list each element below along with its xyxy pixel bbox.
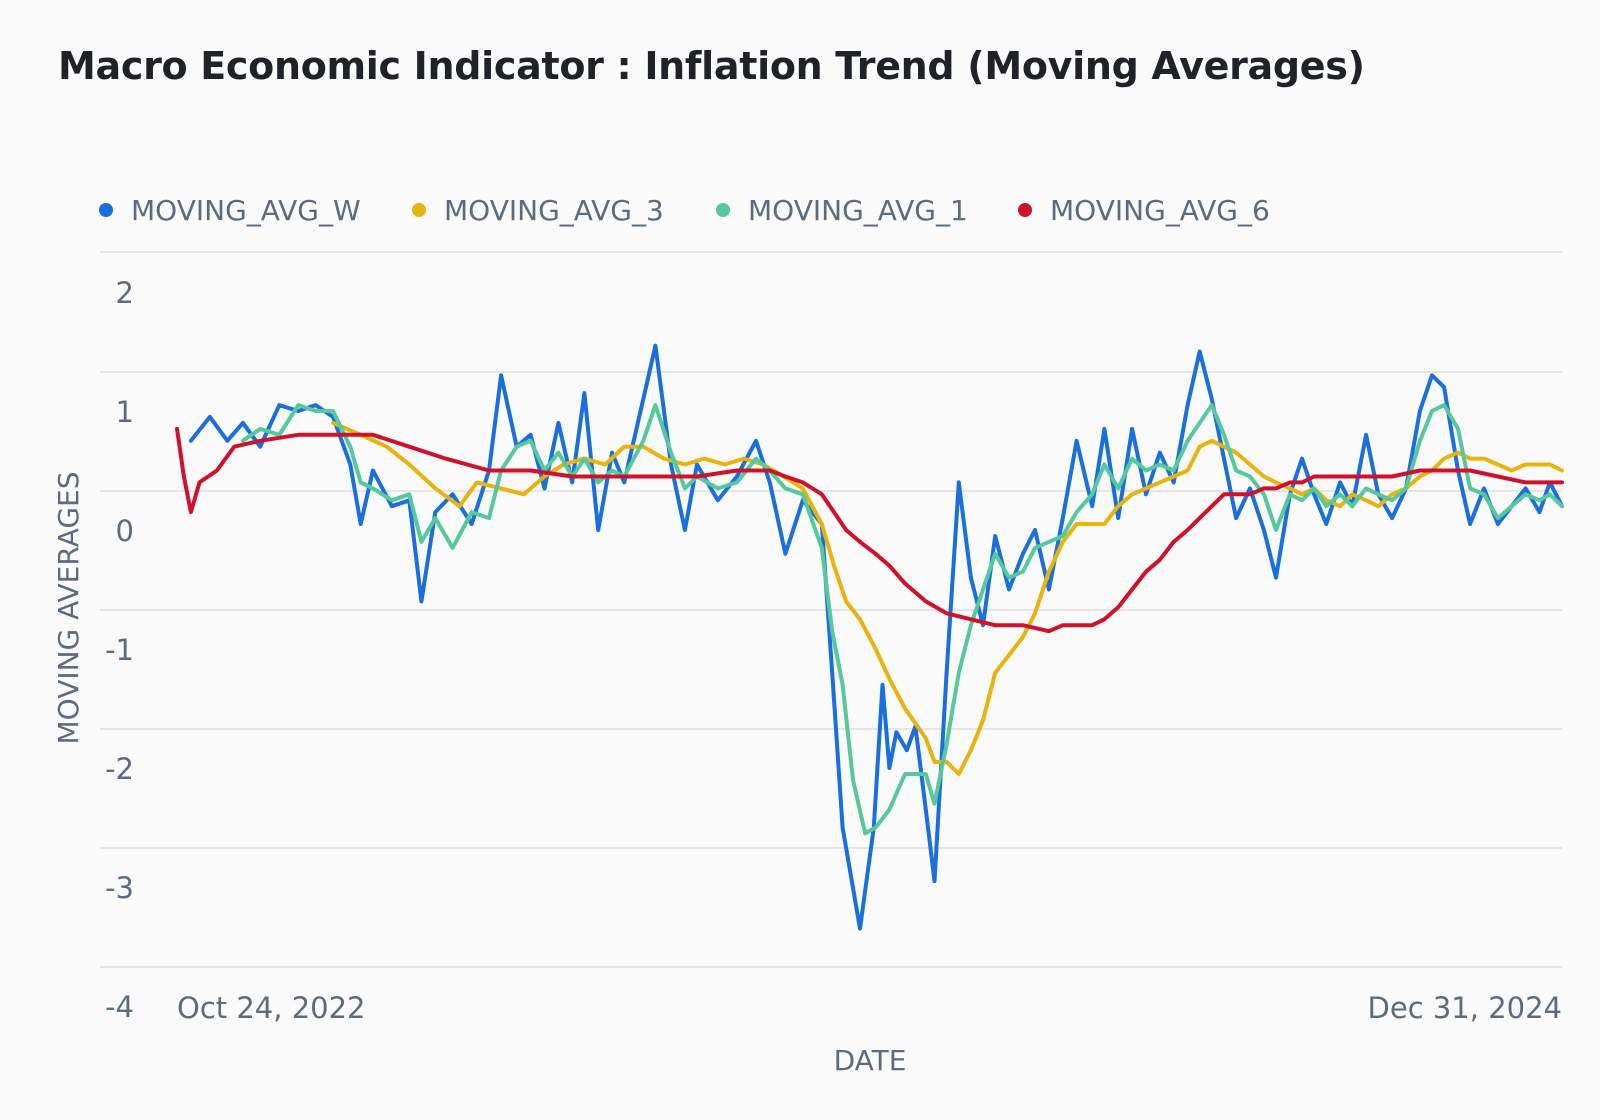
legend-item[interactable]: MOVING_AVG_W (99, 194, 361, 227)
y-axis-title: MOVING AVERAGES (52, 471, 85, 744)
legend-label: MOVING_AVG_3 (444, 194, 664, 227)
legend-marker (412, 203, 426, 217)
legend-marker (716, 203, 730, 217)
legend-label: MOVING_AVG_6 (1050, 194, 1270, 227)
legend-item[interactable]: MOVING_AVG_1 (716, 194, 968, 227)
gridlines (100, 251, 1562, 968)
plot-area (175, 343, 1564, 931)
y-tick-label: 2 (116, 276, 134, 310)
legend-item[interactable]: MOVING_AVG_6 (1018, 194, 1270, 227)
x-tick-label: Oct 24, 2022 (177, 991, 366, 1025)
y-tick-label: -4 (105, 990, 134, 1024)
chart-title: Macro Economic Indicator : Inflation Tre… (58, 44, 1365, 88)
series-line-moving-avg-6[interactable] (175, 426, 1564, 634)
y-tick-label: 1 (116, 395, 134, 429)
x-axis-title: DATE (834, 1044, 907, 1077)
legend-marker (99, 203, 113, 217)
y-tick-label: -2 (105, 752, 134, 786)
y-axis-ticks: 2 1 0 -1 -2 -3 -4 (105, 276, 134, 1024)
y-tick-label: 0 (116, 514, 134, 548)
x-tick-label: Dec 31, 2024 (1368, 991, 1562, 1025)
y-tick-label: -1 (105, 633, 134, 667)
series-line-moving-avg-3[interactable] (331, 420, 1564, 776)
legend-label: MOVING_AVG_1 (748, 194, 968, 227)
legend: MOVING_AVG_W MOVING_AVG_3 MOVING_AVG_1 MOVI… (99, 194, 1270, 227)
series-line-moving-avg-w[interactable] (188, 343, 1564, 931)
series-line-moving-avg-1[interactable] (240, 403, 1564, 836)
legend-item[interactable]: MOVING_AVG_3 (412, 194, 664, 227)
legend-marker (1018, 203, 1032, 217)
x-axis-ticks: Oct 24, 2022 Dec 31, 2024 (177, 991, 1562, 1025)
y-tick-label: -3 (105, 871, 134, 905)
legend-label: MOVING_AVG_W (131, 194, 361, 227)
